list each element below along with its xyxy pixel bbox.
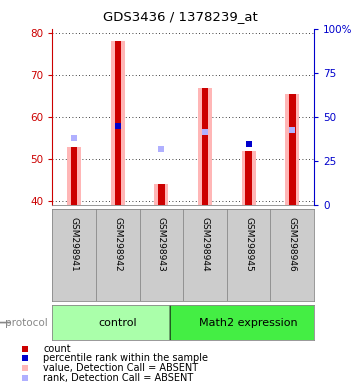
Text: percentile rank within the sample: percentile rank within the sample [43, 353, 208, 363]
Text: GDS3436 / 1378239_at: GDS3436 / 1378239_at [103, 10, 258, 23]
Bar [111, 41, 125, 205]
Bar [242, 151, 256, 205]
Bar [114, 41, 121, 205]
Bar [245, 151, 252, 205]
Text: Math2 expression: Math2 expression [199, 318, 298, 328]
Bar [155, 184, 168, 205]
Text: control: control [99, 318, 137, 328]
Bar [158, 184, 165, 205]
Text: GSM298943: GSM298943 [157, 217, 166, 271]
Text: GSM298942: GSM298942 [113, 217, 122, 271]
Text: protocol: protocol [5, 318, 48, 328]
FancyBboxPatch shape [170, 303, 327, 342]
Text: count: count [43, 344, 71, 354]
Bar [71, 147, 77, 205]
Bar [289, 94, 296, 205]
Text: value, Detection Call = ABSENT: value, Detection Call = ABSENT [43, 363, 199, 373]
Bar [285, 94, 299, 205]
Text: GSM298946: GSM298946 [288, 217, 297, 271]
Text: GSM298944: GSM298944 [200, 217, 209, 271]
Bar [67, 147, 81, 205]
Bar [202, 88, 208, 205]
Text: GSM298941: GSM298941 [70, 217, 79, 271]
Text: GSM298945: GSM298945 [244, 217, 253, 271]
Bar [198, 88, 212, 205]
Text: rank, Detection Call = ABSENT: rank, Detection Call = ABSENT [43, 372, 193, 382]
FancyBboxPatch shape [39, 303, 327, 342]
